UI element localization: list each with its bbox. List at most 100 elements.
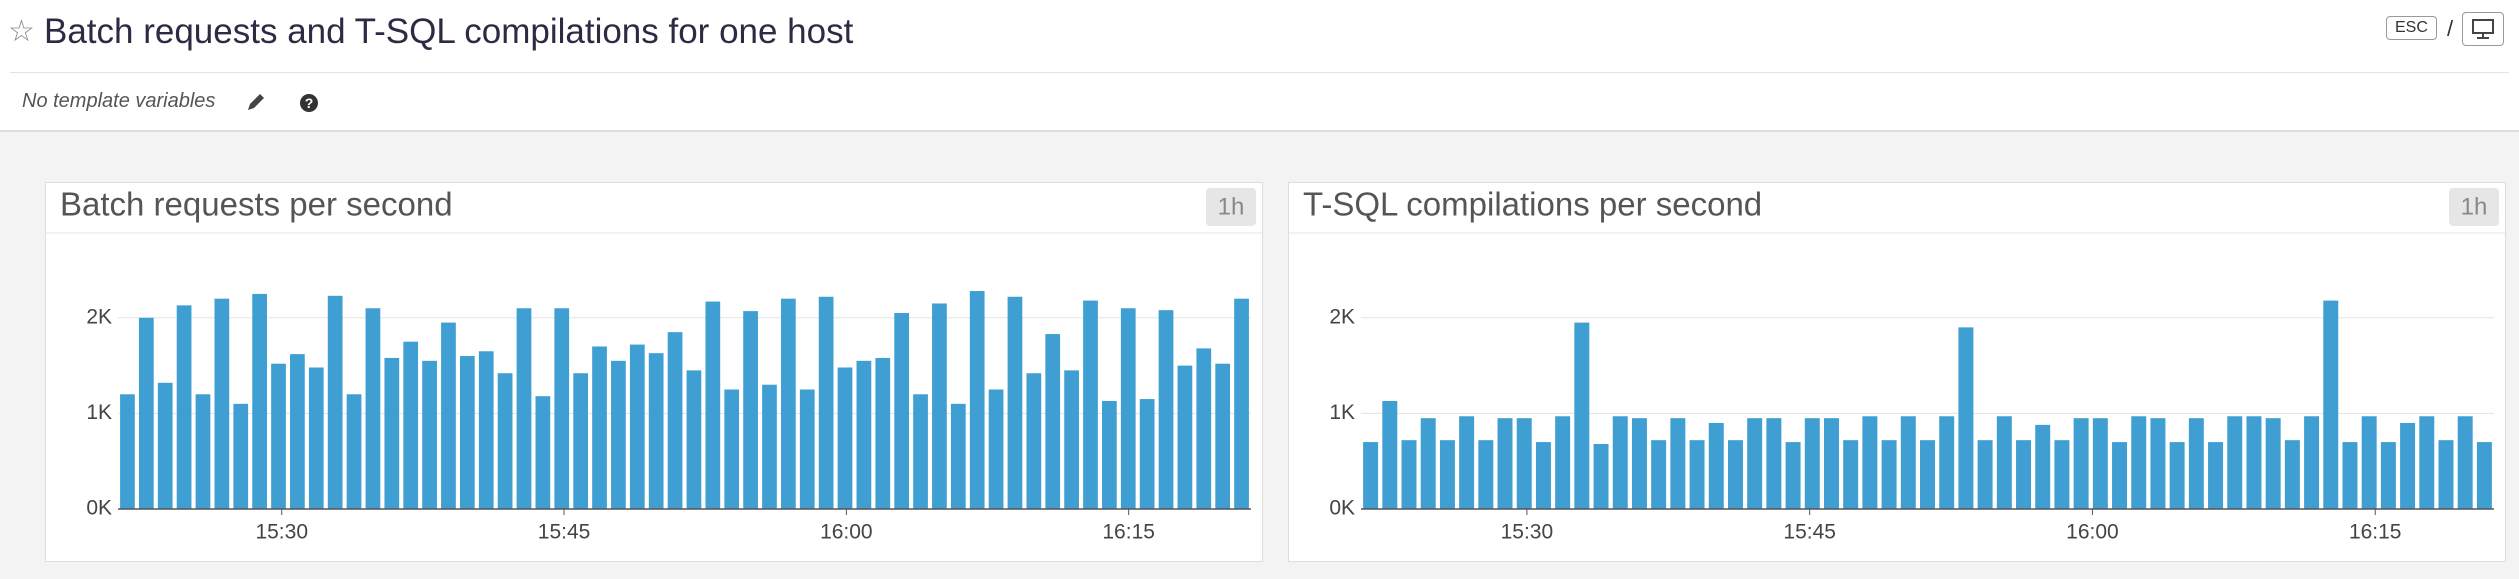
bar — [573, 373, 589, 509]
bar — [629, 344, 645, 509]
bar — [1045, 334, 1061, 509]
bar — [1670, 418, 1686, 509]
bar — [1120, 308, 1136, 509]
bar — [2150, 418, 2166, 509]
bar — [2188, 418, 2204, 509]
template-icons[interactable]: ? — [244, 90, 324, 116]
bar — [176, 305, 192, 509]
bar — [157, 382, 173, 509]
bar — [365, 308, 381, 509]
bar — [2457, 416, 2473, 509]
y-tick-label: 1K — [1329, 401, 1355, 424]
bar — [2419, 416, 2435, 509]
bar — [2208, 442, 2224, 509]
bar — [1708, 422, 1724, 509]
bar — [2054, 440, 2070, 509]
bar — [780, 298, 796, 509]
bar — [969, 291, 985, 509]
bar — [1007, 296, 1023, 509]
bar — [1177, 365, 1193, 509]
bar — [478, 351, 494, 509]
bar — [2265, 418, 2281, 509]
bar — [554, 308, 570, 509]
bar — [1083, 300, 1098, 509]
divider — [10, 72, 2509, 73]
bar — [1881, 440, 1897, 509]
header: ☆ Batch requests and T-SQL compilations … — [0, 0, 2519, 132]
x-tick-label: 16:15 — [2349, 521, 2402, 544]
chart: T-SQL compilations per second 1h 0K 1K 2K 15:… — [1289, 186, 2505, 544]
bar — [1593, 443, 1609, 509]
bar — [950, 403, 966, 509]
bar — [2476, 442, 2492, 509]
bar — [2092, 418, 2108, 509]
bar — [2400, 422, 2416, 509]
bar — [422, 360, 437, 509]
bar — [856, 360, 872, 509]
bar — [195, 394, 211, 509]
bar — [2342, 442, 2358, 509]
bar — [1535, 442, 1551, 509]
bar — [214, 298, 230, 509]
dashboard-title: Batch requests and T-SQL compilations fo… — [44, 12, 854, 51]
x-tick-label: 15:45 — [1783, 521, 1836, 544]
time-badge — [2449, 188, 2499, 226]
bar — [611, 360, 626, 509]
star-icon[interactable]: ☆ — [8, 15, 35, 48]
bar — [1804, 418, 1820, 509]
bar — [1026, 373, 1042, 509]
bar — [1102, 400, 1117, 509]
bar — [1139, 399, 1155, 509]
time-range: 1h — [2461, 193, 2488, 220]
bar — [743, 311, 758, 509]
bar — [346, 394, 362, 509]
bar — [1996, 416, 2012, 509]
x-tick-label: 15:45 — [538, 521, 591, 544]
bar — [497, 373, 513, 509]
bar — [1766, 418, 1782, 509]
bar — [2131, 416, 2147, 509]
bar — [535, 396, 551, 509]
bar — [1958, 327, 1974, 509]
bar — [1158, 310, 1174, 509]
x-tick-label: 15:30 — [1501, 521, 1554, 544]
y-tick-label: 1K — [86, 401, 112, 424]
bar — [1651, 440, 1667, 509]
esc-button[interactable]: ESC — [2386, 16, 2437, 40]
bar — [988, 389, 1004, 509]
bar — [327, 295, 343, 509]
bar — [1234, 298, 1249, 509]
bar — [1785, 442, 1801, 509]
bar — [1843, 440, 1859, 509]
bar — [308, 367, 324, 509]
x-tick-label: 16:00 — [820, 521, 873, 544]
bar — [2112, 442, 2128, 509]
bar — [120, 394, 135, 509]
bar — [875, 357, 891, 509]
bar — [1574, 322, 1590, 509]
y-tick-label: 0K — [86, 497, 112, 520]
bar — [762, 384, 777, 509]
bar — [138, 317, 154, 509]
bar — [1215, 363, 1231, 509]
bar — [2323, 300, 2339, 509]
bar — [1497, 418, 1513, 509]
bar — [2361, 416, 2377, 509]
bar — [290, 354, 305, 509]
x-tick-label: 16:00 — [2066, 521, 2119, 544]
bar — [384, 357, 400, 509]
bar — [1064, 370, 1079, 509]
bar — [2035, 424, 2051, 509]
bar — [252, 293, 267, 509]
bar — [667, 332, 683, 509]
time-range: 1h — [1218, 193, 1245, 220]
bar — [705, 301, 721, 509]
bar — [1727, 440, 1743, 509]
bar — [818, 296, 834, 509]
bar — [1363, 442, 1379, 509]
bar — [1382, 400, 1398, 509]
y-tick-label: 2K — [86, 305, 112, 328]
tv-mode-button[interactable] — [2462, 12, 2504, 46]
bar — [1631, 418, 1647, 509]
